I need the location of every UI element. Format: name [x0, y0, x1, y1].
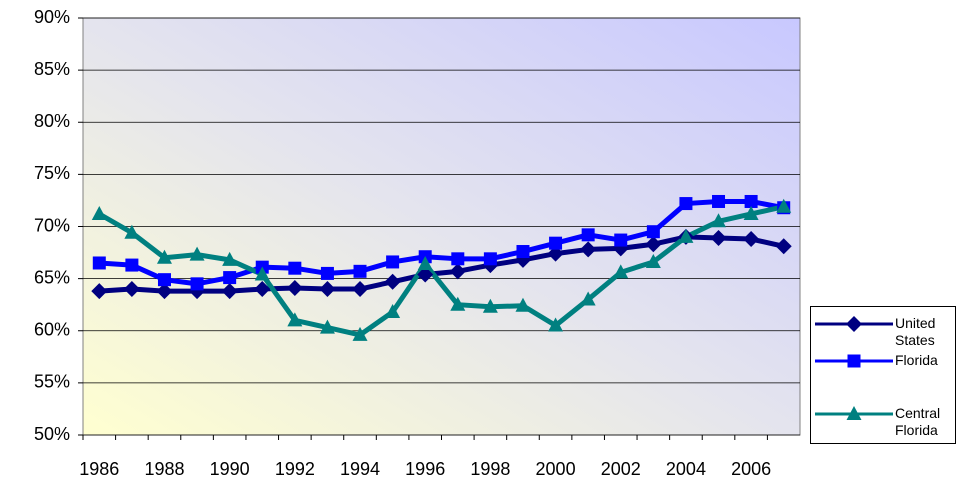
- marker: [645, 236, 662, 253]
- legend: United States Florida Central Florida: [810, 306, 956, 444]
- x-tick-label: 2000: [536, 459, 576, 479]
- marker: [744, 194, 758, 208]
- x-tick-label: 1992: [275, 459, 315, 479]
- marker: [581, 228, 595, 242]
- marker: [92, 256, 106, 270]
- y-tick-label: 75%: [34, 163, 70, 183]
- marker: [223, 271, 237, 285]
- x-tick-label: 2004: [666, 459, 706, 479]
- marker: [548, 317, 564, 332]
- marker: [515, 297, 531, 312]
- marker: [320, 266, 334, 280]
- x-tick-label: 1994: [340, 459, 380, 479]
- marker: [319, 319, 335, 334]
- legend-item: Central Florida: [811, 405, 957, 445]
- legend-icon: [815, 406, 893, 420]
- marker: [385, 303, 401, 318]
- marker: [678, 228, 694, 243]
- marker: [189, 246, 205, 261]
- marker: [580, 291, 596, 306]
- marker: [580, 241, 597, 258]
- marker: [712, 194, 726, 208]
- marker: [417, 256, 433, 271]
- y-tick-label: 50%: [34, 424, 70, 444]
- marker: [287, 312, 303, 327]
- marker: [613, 264, 629, 279]
- marker: [450, 296, 466, 311]
- y-tick-label: 90%: [34, 7, 70, 27]
- marker: [125, 258, 139, 272]
- marker: [646, 225, 660, 239]
- y-tick-label: 65%: [34, 267, 70, 287]
- marker: [482, 298, 498, 313]
- series-line: [98, 204, 785, 338]
- marker: [645, 253, 661, 268]
- marker: [156, 249, 172, 264]
- legend-label: Florida: [895, 352, 938, 368]
- legend-icon: [815, 316, 893, 332]
- marker: [417, 266, 434, 283]
- x-tick-label: 2002: [601, 459, 641, 479]
- marker: [710, 229, 727, 246]
- series-line: [99, 234, 785, 294]
- marker: [483, 252, 497, 266]
- marker: [222, 251, 238, 266]
- marker: [846, 316, 862, 332]
- marker: [221, 283, 238, 300]
- legend-item: United States: [811, 315, 957, 355]
- x-tick-label: 2006: [731, 459, 771, 479]
- marker: [743, 231, 760, 248]
- marker: [124, 224, 140, 239]
- x-tick-label: 1986: [79, 459, 119, 479]
- marker: [254, 281, 271, 298]
- marker: [123, 281, 140, 298]
- marker: [449, 263, 466, 280]
- marker: [157, 273, 171, 287]
- series-line: [99, 198, 785, 287]
- legend-item: Florida: [811, 352, 957, 392]
- marker: [743, 205, 759, 220]
- x-tick-label: 1988: [144, 459, 184, 479]
- marker: [386, 255, 400, 269]
- legend-label: Central Florida: [895, 405, 941, 438]
- marker: [614, 233, 628, 247]
- marker: [286, 280, 303, 297]
- legend-icon: [815, 354, 893, 368]
- x-tick-label: 1996: [405, 459, 445, 479]
- marker: [190, 277, 204, 291]
- marker: [352, 281, 369, 298]
- y-tick-label: 55%: [34, 372, 70, 392]
- marker: [288, 261, 302, 275]
- y-tick-label: 85%: [34, 59, 70, 79]
- marker: [775, 238, 792, 255]
- marker: [156, 283, 173, 300]
- marker: [679, 197, 693, 211]
- marker: [451, 252, 465, 266]
- marker: [353, 264, 367, 278]
- marker: [91, 283, 108, 300]
- y-tick-label: 80%: [34, 111, 70, 131]
- marker: [319, 281, 336, 298]
- y-tick-label: 70%: [34, 215, 70, 235]
- y-tick-label: 60%: [34, 320, 70, 340]
- marker: [549, 236, 563, 250]
- marker: [91, 205, 107, 220]
- marker: [384, 273, 401, 290]
- marker: [352, 326, 368, 341]
- marker: [846, 406, 862, 420]
- marker: [847, 354, 861, 368]
- marker: [776, 198, 792, 213]
- marker: [254, 266, 270, 281]
- marker: [711, 213, 727, 228]
- x-tick-label: 1998: [470, 459, 510, 479]
- marker: [516, 245, 530, 259]
- legend-label: United States: [895, 315, 936, 348]
- x-tick-label: 1990: [210, 459, 250, 479]
